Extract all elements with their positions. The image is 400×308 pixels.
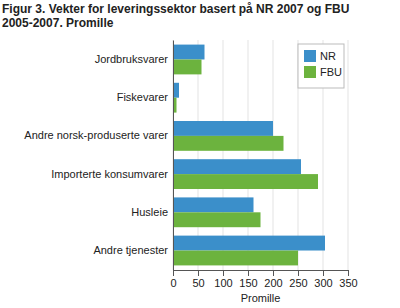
tick-label: 100 xyxy=(214,277,232,289)
chart: Figur 3. Vekter for leveringssektor base… xyxy=(0,0,400,308)
legend-swatch xyxy=(304,66,316,78)
bar xyxy=(173,251,298,266)
tick-mark xyxy=(298,270,299,276)
axis-line xyxy=(174,270,349,271)
title: Figur 3. Vekter for leveringssektor base… xyxy=(2,2,349,30)
category-label: Fiskevarer xyxy=(117,91,169,103)
grid-line xyxy=(198,40,199,270)
bar xyxy=(173,45,205,60)
x-axis: 0 50 100 150 200 250 300 350 xyxy=(170,270,357,289)
y-axis: Jordbruksvarer Fiskevarer Andre norsk-prod… xyxy=(24,41,173,271)
bar xyxy=(173,121,273,136)
category-label: Jordbruksvarer xyxy=(95,53,169,65)
grid-line xyxy=(273,40,274,270)
grid-line xyxy=(173,40,174,270)
tick: 200 xyxy=(264,270,282,289)
bar xyxy=(173,174,318,189)
bar xyxy=(173,236,325,251)
bar xyxy=(173,197,254,212)
tick-label: 150 xyxy=(239,277,257,289)
legend-label: FBU xyxy=(320,66,342,78)
tick: Andre norsk-produserte varer xyxy=(24,129,173,141)
tick-mark xyxy=(323,270,324,276)
tick: Fiskevarer xyxy=(117,91,173,103)
tick-label: 50 xyxy=(192,277,204,289)
legend-box xyxy=(298,44,344,88)
tick: 150 xyxy=(239,270,257,289)
tick-mark xyxy=(348,270,349,276)
bar xyxy=(173,159,301,174)
tick-label: 350 xyxy=(339,277,357,289)
tick-label: 300 xyxy=(314,277,332,289)
tick-mark xyxy=(248,270,249,276)
category-label: Andre norsk-produserte varer xyxy=(24,129,168,141)
tick: 100 xyxy=(214,270,232,289)
tick: 50 xyxy=(192,270,204,289)
tick: 250 xyxy=(289,270,307,289)
tick-mark xyxy=(198,270,199,276)
grid-line xyxy=(248,40,249,270)
tick: Jordbruksvarer xyxy=(95,53,173,65)
axis-line xyxy=(173,41,174,271)
bar xyxy=(173,136,284,151)
tick-mark xyxy=(223,270,224,276)
grid-line xyxy=(223,40,224,270)
tick: Andre tjenester xyxy=(93,244,173,256)
tick: 300 xyxy=(314,270,332,289)
tick-label: 200 xyxy=(264,277,282,289)
legend-swatch xyxy=(304,50,316,62)
legend-label: NR xyxy=(320,50,336,62)
category-label: Importerte konsumvarer xyxy=(51,168,168,180)
x-axis-title: Promille xyxy=(241,292,281,304)
bar xyxy=(173,212,261,227)
tick: 350 xyxy=(339,270,357,289)
tick: Husleie xyxy=(131,206,173,218)
tick: Importerte konsumvarer xyxy=(51,168,173,180)
tick: 0 xyxy=(170,270,176,289)
grid xyxy=(173,40,348,270)
grid-line xyxy=(348,40,349,270)
tick-label: 0 xyxy=(170,277,176,289)
tick-label: 250 xyxy=(289,277,307,289)
category-label: Husleie xyxy=(131,206,168,218)
bar xyxy=(173,59,202,74)
legend: NR FBU xyxy=(298,44,344,88)
tick-mark xyxy=(173,270,174,276)
category-label: Andre tjenester xyxy=(93,244,168,256)
tick-mark xyxy=(273,270,274,276)
